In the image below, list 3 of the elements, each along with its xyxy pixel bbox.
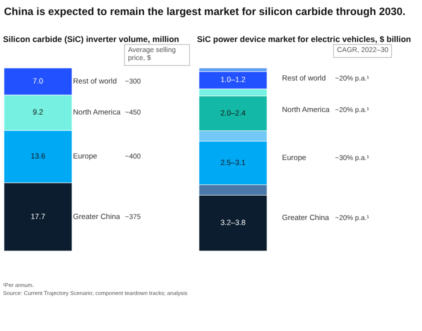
text: Silicon carbide (SiC) inverter volume, million bbox=[3, 34, 180, 44]
text: China is expected to remain the largest market for silicon carbide through 2030. bbox=[4, 6, 406, 18]
text: SiC power device market for electric vehicles, $ billion bbox=[197, 34, 411, 44]
